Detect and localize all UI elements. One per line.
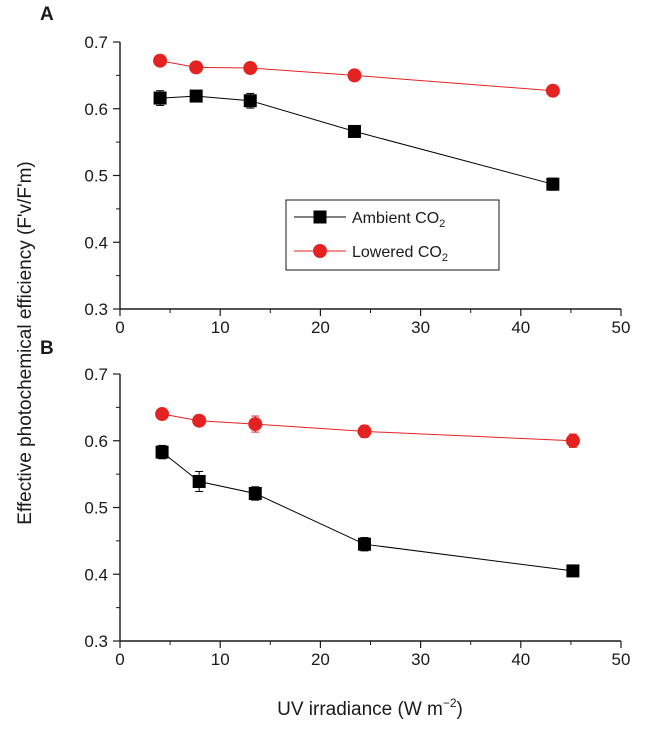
panel-b-marks — [155, 407, 580, 578]
legend: Ambient CO2 Lowered CO2 — [285, 199, 500, 271]
panel-b-ambient-point — [248, 486, 262, 500]
panel-b-x-tick-label: 30 — [411, 650, 430, 669]
panel-b-lowered-point — [155, 407, 170, 422]
panel-a: A 0 10 20 30 40 50 0.3 0.4 0.5 0.6 0.7 Ambient CO2… — [40, 4, 630, 337]
panel-b-lowered-point — [565, 433, 580, 448]
panel-b-ambient-point — [155, 445, 169, 459]
panel-a-y-tick-label: 0.4 — [84, 233, 108, 252]
panel-b-ambient-point — [357, 537, 371, 551]
panel-a-y-tick-label: 0.7 — [84, 33, 108, 52]
panel-a-lowered-point — [347, 68, 362, 83]
panel-a-y-tick-label: 0.5 — [84, 167, 108, 186]
panel-a-lowered-point — [189, 60, 204, 75]
panel-b-label: B — [40, 338, 54, 359]
panel-a-label: A — [40, 4, 54, 25]
panel-b-ambient-point — [192, 474, 206, 488]
panel-a-x-tick-label: 30 — [411, 318, 430, 337]
panel-a-ambient-point — [243, 94, 257, 108]
panel-b-x-tick-label: 40 — [511, 650, 530, 669]
panel-b-ambient-point — [566, 564, 580, 578]
panel-a-x-tick-label: 40 — [511, 318, 530, 337]
panel-b-x-tick-label: 0 — [115, 650, 124, 669]
panel-b-y-tick-label: 0.7 — [84, 365, 108, 384]
panel-b-x-tick-label: 20 — [311, 650, 330, 669]
panel-b-y-tick-label: 0.5 — [84, 499, 108, 518]
panel-a-y-tick-label: 0.6 — [84, 100, 108, 119]
panel-a-ticks: 0 10 20 30 40 50 0.3 0.4 0.5 0.6 0.7 — [84, 33, 630, 337]
panel-b-x-tick-label: 10 — [211, 650, 230, 669]
panel-a-y-tick-label: 0.3 — [84, 300, 108, 319]
legend-lowered-marker — [313, 244, 327, 258]
legend-ambient-marker — [313, 210, 327, 224]
y-axis-title: Effective photochemical efficiency (F'v/… — [15, 161, 36, 524]
panel-a-ambient-point — [153, 91, 167, 105]
panel-b-ambient-line — [161, 451, 573, 572]
panel-a-ambient-point — [546, 177, 560, 191]
x-axis-title: UV irradiance (W m−2) — [277, 696, 463, 720]
panel-b-y-tick-label: 0.6 — [84, 432, 108, 451]
panel-b-x-tick-label: 50 — [612, 650, 631, 669]
panel-b-lowered-point — [248, 417, 263, 432]
panel-a-lowered-point — [243, 61, 258, 76]
panel-b-ticks: 0 10 20 30 40 50 0.3 0.4 0.5 0.6 0.7 — [84, 365, 630, 669]
panel-b: B 0 10 20 30 40 50 0.3 0.4 0.5 0.6 0.7 — [40, 338, 630, 669]
panel-a-ambient-point — [347, 124, 361, 138]
panel-a-x-tick-label: 50 — [612, 318, 631, 337]
panel-b-lowered-point — [357, 424, 372, 439]
panel-a-x-tick-label: 20 — [311, 318, 330, 337]
panel-a-ambient-point — [189, 89, 203, 103]
panel-a-ambient-line — [160, 95, 554, 185]
panel-a-x-tick-label: 10 — [211, 318, 230, 337]
legend-ambient-label: Ambient CO2 — [352, 210, 445, 230]
legend-lowered-label: Lowered CO2 — [352, 244, 448, 264]
panel-a-lowered-point — [153, 53, 168, 68]
panel-a-marks — [153, 53, 560, 191]
panel-b-y-tick-label: 0.3 — [84, 632, 108, 651]
panel-b-lowered-point — [192, 413, 207, 428]
panel-a-lowered-point — [545, 83, 560, 98]
panel-b-y-tick-label: 0.4 — [84, 565, 108, 584]
panel-a-x-tick-label: 0 — [115, 318, 124, 337]
